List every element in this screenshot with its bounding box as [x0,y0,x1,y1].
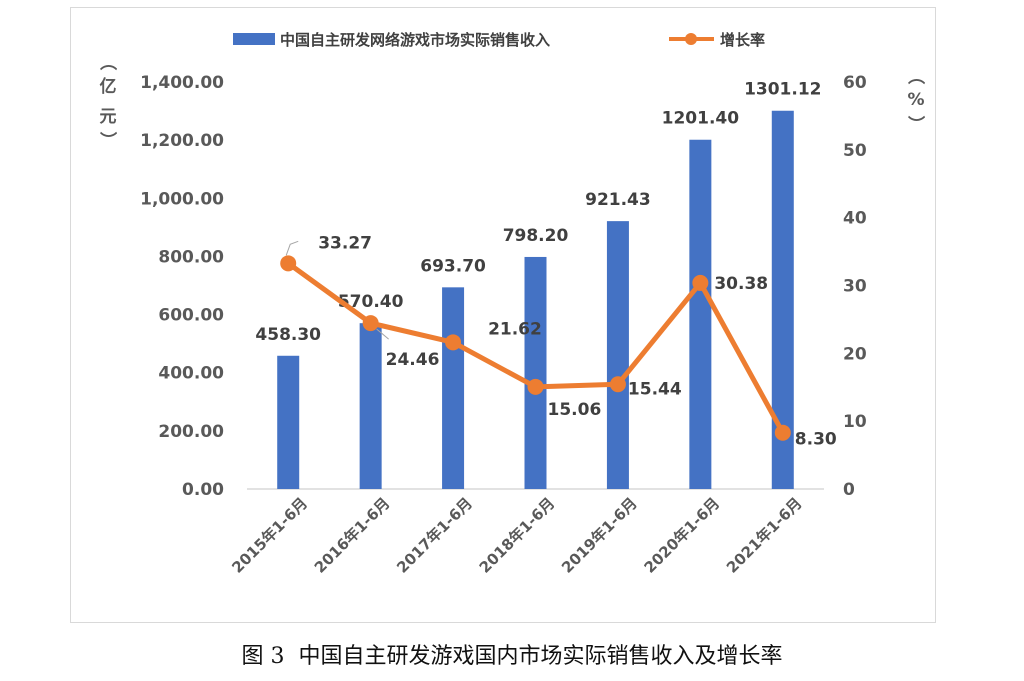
category-label: 2016年1-6月 [311,494,394,577]
legend-bar-label: 中国自主研发网络游戏市场实际销售收入 [280,31,550,49]
growth-point [774,424,791,441]
right-axis-tick: 60 [843,73,867,93]
left-axis-title-char: （ [97,54,118,71]
legend-bar-swatch [233,33,275,45]
bar [606,221,629,489]
legend-line-marker [685,33,697,45]
left-axis-title: （ 亿元 ） [97,54,118,149]
left-axis-title-char: 元 [100,107,117,127]
right-axis-title-char: % [907,90,924,110]
bar-value-label: 798.20 [503,226,569,246]
bar [689,139,712,490]
bar [442,287,465,489]
growth-value-label: 30.38 [714,274,768,294]
bar-value-label: 1301.12 [744,80,821,100]
caption-text: 中国自主研发游戏国内市场实际销售收入及增长率 [298,644,783,669]
growth-point [609,376,626,393]
left-axis-title-char: 亿 [100,76,117,97]
bar [524,256,547,489]
right-axis-title: （% ） [905,68,926,133]
growth-point [445,334,462,351]
leader-line [285,240,299,256]
figure-caption: 图 3 中国自主研发游戏国内市场实际销售收入及增长率 [0,638,1024,670]
left-axis-tick: 0.00 [182,480,224,500]
bar [359,323,382,489]
bar-labels: 458.30 570.40 693.70 798.20 921.43 1201.40130… [255,80,821,345]
leader-line [376,328,389,340]
growth-point [692,274,709,291]
category-label: 2017年1-6月 [393,494,476,577]
left-axis-ticks: 0.00 200.00 400.00 600.00 800.00 1,000.00 1,20… [140,73,224,500]
growth-value-label: 33.27 [318,233,372,253]
growth-point [362,315,379,332]
growth-point [280,255,297,272]
growth-value-label: 24.46 [386,350,440,370]
left-axis-tick: 1,000.00 [140,189,224,209]
left-axis-tick: 600.00 [158,306,224,326]
bar [771,110,794,490]
growth-point [527,378,544,395]
growth-labels: 33.27 24.46 21.62 15.06 15.44 30.38 8.30 [318,233,837,449]
category-labels: 2015年1-6月 2016年1-6月 2017年1-6月 2018年1-6月 2019… [228,494,805,577]
right-axis-tick: 40 [843,209,867,229]
leader-lines [285,240,389,340]
bar-value-label: 1201.40 [662,109,740,129]
right-axis-tick: 50 [843,141,867,161]
left-axis-tick: 1,400.00 [140,73,224,93]
right-axis-tick: 20 [843,344,867,364]
growth-value-label: 8.30 [795,430,837,450]
right-axis-tick: 30 [843,277,867,297]
growth-value-label: 15.06 [548,400,602,420]
left-axis-tick: 400.00 [158,364,224,384]
category-label: 2015年1-6月 [228,494,311,577]
category-label: 2019年1-6月 [558,494,641,577]
category-label: 2021年1-6月 [723,494,806,577]
right-axis-tick: 10 [843,412,867,432]
right-axis-tick: 0 [843,480,855,500]
growth-value-label: 21.62 [488,319,542,339]
bar-value-label: 693.70 [420,256,486,276]
bar-value-label: 458.30 [255,325,321,345]
right-axis-title-char: （ [905,68,926,85]
category-label: 2018年1-6月 [476,494,559,577]
legend: 中国自主研发网络游戏市场实际销售收入 增长率 [233,31,765,49]
bar [277,355,300,489]
left-axis-tick: 800.00 [158,247,224,267]
legend-line-label: 增长率 [720,31,765,49]
bar-value-label: 921.43 [585,190,651,210]
growth-value-label: 15.44 [628,379,682,399]
left-axis-tick: 1,200.00 [140,131,224,151]
growth-line [280,255,791,441]
bar-value-label: 570.40 [338,292,404,312]
left-axis-tick: 200.00 [158,422,224,442]
category-label: 2020年1-6月 [641,494,724,577]
caption-prefix: 图 3 [241,644,285,669]
right-axis-ticks: 0 10 20 30 40 50 60 [843,73,867,500]
left-axis-title-char: ） [97,132,118,149]
right-axis-title-char: ） [905,116,926,133]
